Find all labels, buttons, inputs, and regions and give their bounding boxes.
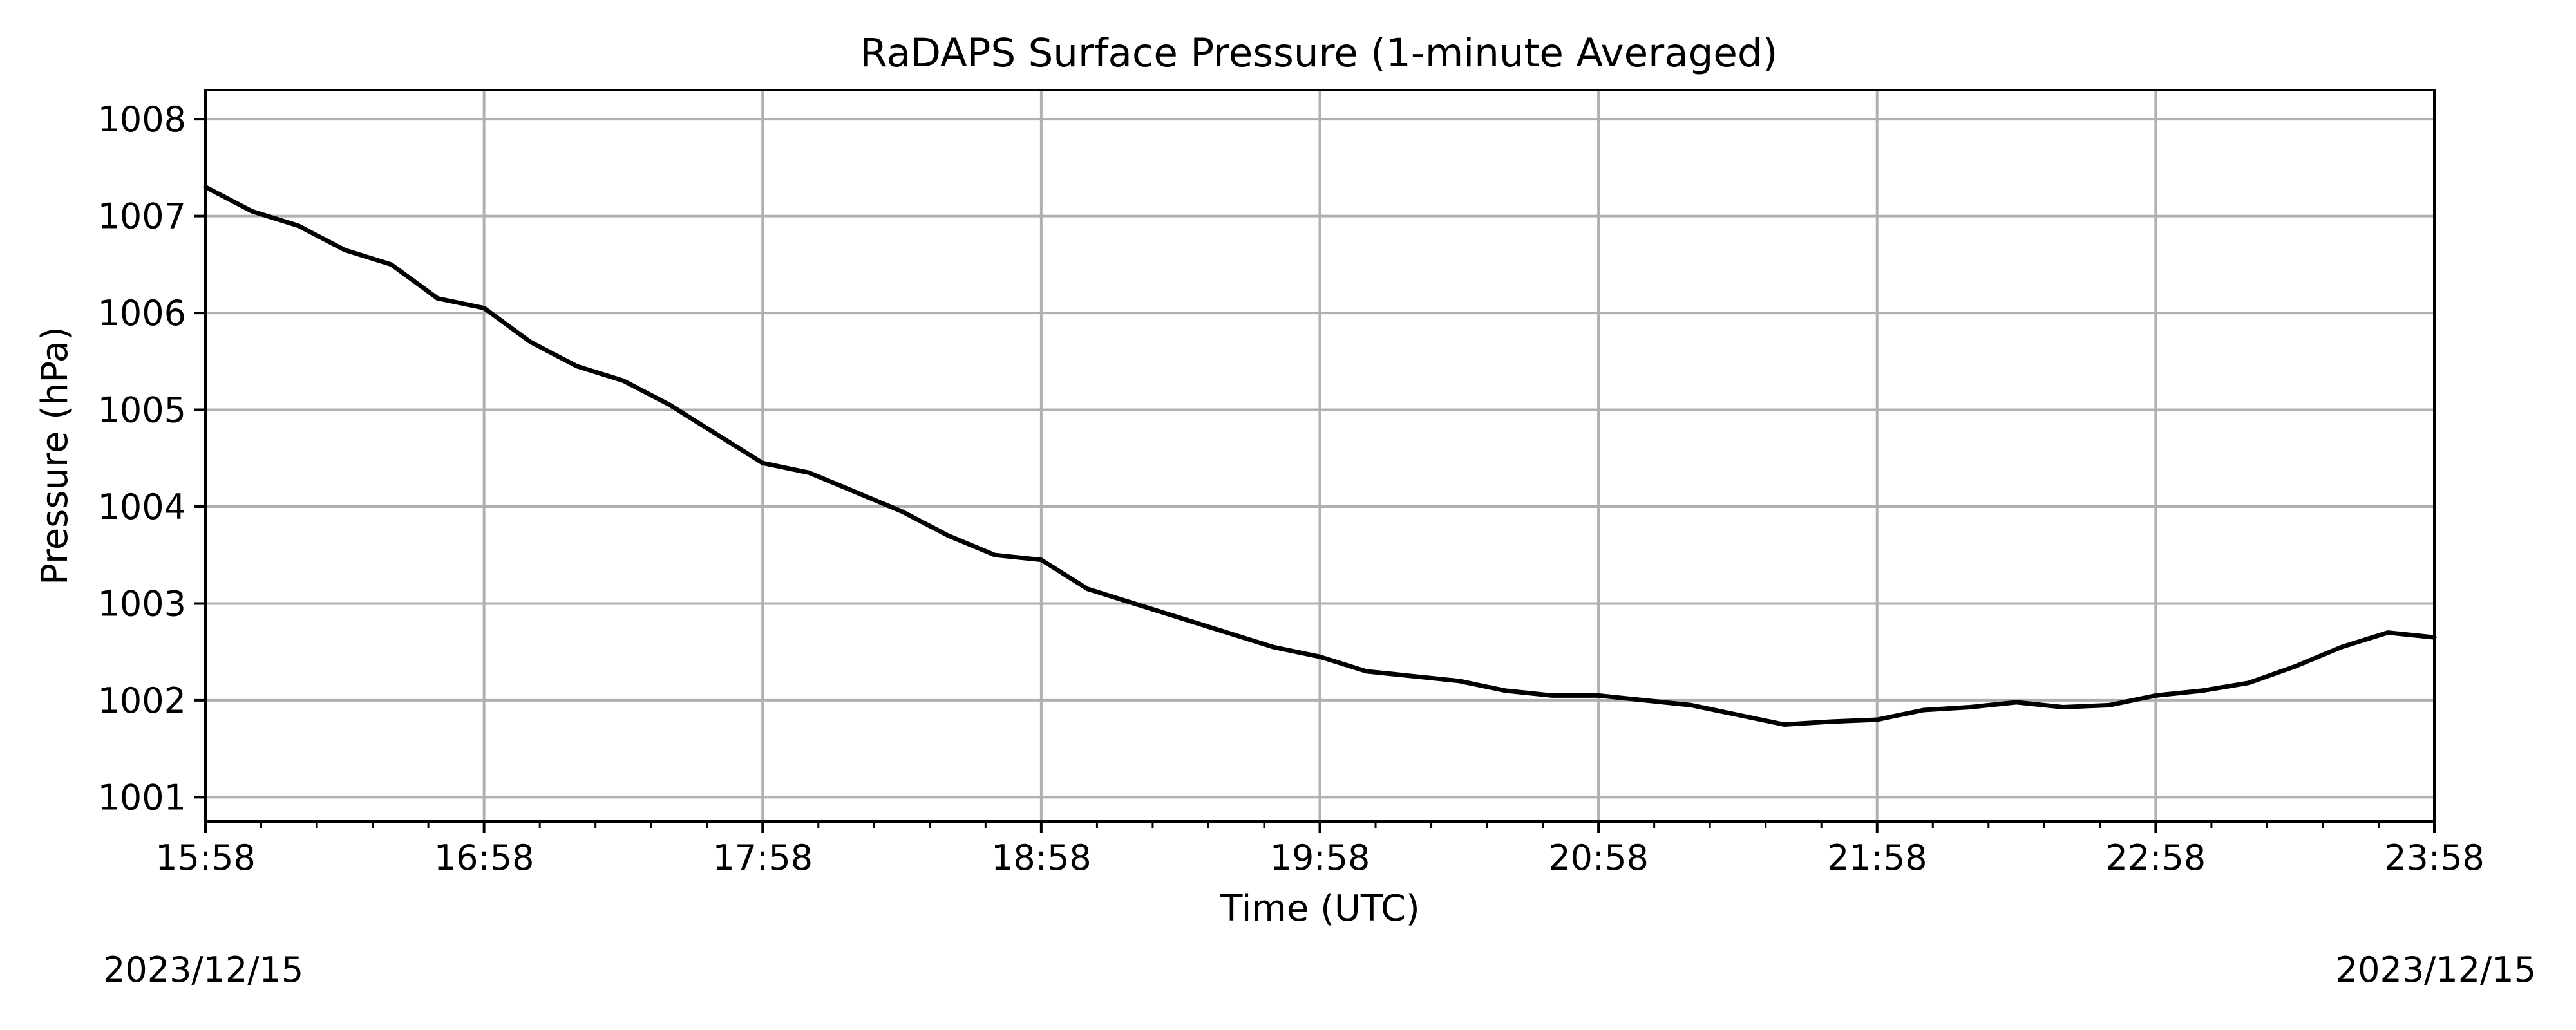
y-tick-label: 1001 [98,777,186,818]
y-tick-label: 1003 [98,583,186,624]
pressure-series-line [203,185,2437,727]
y-axis-label: Pressure (hPa) [34,326,76,585]
x-tick-label: 19:58 [1270,838,1370,878]
x-tick-label: 22:58 [2106,838,2206,878]
date-start-label: 2023/12/15 [103,950,303,990]
x-tick-label: 15:58 [155,838,256,878]
y-tick-label: 1002 [98,680,186,721]
x-tick-label: 21:58 [1827,838,1927,878]
tick-label-layer: 15:58 16:58 17:58 18:58 19:58 20:58 21:58 22:58… [98,99,2485,878]
y-tick-label: 1006 [98,293,186,333]
y-tick-label: 1007 [98,196,186,237]
y-tick-label: 1008 [98,99,186,140]
x-tick-label: 16:58 [434,838,535,878]
x-axis-label: Time (UTC) [1220,888,1420,930]
chart-title: RaDAPS Surface Pressure (1-minute Averag… [860,30,1778,76]
x-tick-label: 18:58 [991,838,1092,878]
y-tick-label: 1004 [98,487,186,527]
plot-frame [204,89,2436,823]
x-tick-label: 23:58 [2384,838,2485,878]
x-tick-label: 20:58 [1548,838,1649,878]
date-end-label: 2023/12/15 [2336,950,2536,990]
y-tick-label: 1005 [98,390,186,431]
x-tick-label: 17:58 [712,838,813,878]
